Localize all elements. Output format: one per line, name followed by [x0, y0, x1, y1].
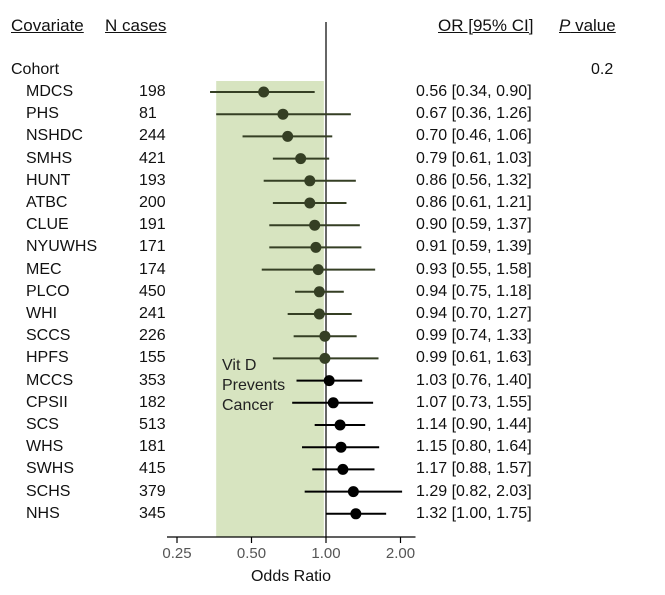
header-p-rest: value: [570, 16, 616, 35]
header-n-cases: N cases: [105, 16, 167, 35]
row-cohort-name: PHS: [26, 105, 59, 123]
row-cohort-name: WHS: [26, 438, 64, 456]
row-cohort-name: SCCS: [26, 327, 71, 345]
row-or-ci: 1.03 [0.76, 1.40]: [416, 371, 532, 389]
row-n-cases: 353: [139, 371, 166, 389]
shaded-region-label-line: Cancer: [222, 397, 274, 414]
point-estimate: [313, 308, 325, 320]
row-or-ci: 0.99 [0.61, 1.63]: [416, 349, 532, 367]
row-cohort-name: HPFS: [26, 349, 69, 367]
point-estimate: [347, 486, 359, 498]
row-n-cases: 421: [139, 149, 166, 167]
x-tick-label: 2.00: [386, 545, 415, 562]
row-or-ci: 1.32 [1.00, 1.75]: [416, 504, 532, 522]
row-or-ci: 0.79 [0.61, 1.03]: [416, 149, 532, 167]
row-or-ci: 1.07 [0.73, 1.55]: [416, 393, 532, 411]
row-cohort-name: CPSII: [26, 393, 68, 411]
row-or-ci: 0.70 [0.46, 1.06]: [416, 127, 532, 145]
section-label-cohort: Cohort: [11, 61, 60, 78]
row-cohort-name: SMHS: [26, 149, 73, 167]
row-cohort-name: PLCO: [26, 282, 70, 300]
header-or-ci: OR [95% CI]: [438, 16, 534, 35]
row-or-ci: 0.67 [0.36, 1.26]: [416, 105, 532, 123]
point-estimate: [334, 419, 346, 431]
row-cohort-name: SCS: [26, 416, 59, 433]
row-cohort-name: SWHS: [26, 460, 74, 478]
header-p-value: P value: [559, 16, 616, 36]
row-cohort-name: MEC: [26, 260, 62, 278]
point-estimate: [277, 108, 289, 120]
row-cohort-name: CLUE: [26, 216, 69, 234]
row-or-ci: 0.86 [0.61, 1.21]: [416, 194, 532, 211]
row-cohort-name: WHI: [26, 305, 58, 322]
point-estimate: [310, 241, 322, 253]
point-estimate: [304, 175, 316, 187]
row-n-cases: 174: [139, 260, 166, 278]
x-axis-title: Odds Ratio: [251, 568, 331, 585]
row-or-ci: 0.91 [0.59, 1.39]: [416, 238, 532, 256]
row-n-cases: 226: [139, 327, 166, 345]
x-tick-label: 1.00: [311, 545, 340, 562]
shaded-region-label-line: Vit D: [222, 357, 256, 374]
point-estimate: [319, 352, 331, 364]
row-cohort-name: NSHDC: [26, 127, 83, 145]
row-or-ci: 1.17 [0.88, 1.57]: [416, 460, 532, 478]
point-estimate: [313, 286, 325, 298]
row-n-cases: 513: [139, 416, 166, 433]
row-or-ci: 0.86 [0.56, 1.32]: [416, 171, 532, 189]
header-covariate: Covariate: [11, 16, 84, 35]
row-cohort-name: SCHS: [26, 482, 71, 500]
row-n-cases: 191: [139, 216, 166, 234]
row-n-cases: 244: [139, 127, 166, 145]
row-n-cases: 345: [139, 504, 166, 522]
row-n-cases: 200: [139, 194, 166, 211]
row-n-cases: 181: [139, 438, 166, 456]
row-n-cases: 450: [139, 282, 166, 300]
point-estimate: [319, 330, 331, 342]
row-or-ci: 0.94 [0.70, 1.27]: [416, 305, 532, 322]
point-estimate: [295, 153, 307, 165]
row-cohort-name: NHS: [26, 504, 60, 522]
row-or-ci: 0.94 [0.75, 1.18]: [416, 282, 532, 300]
row-cohort-name: HUNT: [26, 171, 71, 189]
row-n-cases: 182: [139, 393, 166, 411]
shaded-region: [216, 81, 324, 537]
point-estimate: [282, 130, 294, 142]
point-estimate: [335, 441, 347, 453]
row-or-ci: 0.93 [0.55, 1.58]: [416, 260, 532, 278]
shaded-region-label-line: Prevents: [222, 377, 285, 394]
row-n-cases: 241: [139, 305, 166, 322]
row-n-cases: 81: [139, 105, 157, 123]
row-or-ci: 1.29 [0.82, 2.03]: [416, 482, 532, 500]
x-tick-label: 0.50: [237, 545, 266, 562]
row-or-ci: 1.14 [0.90, 1.44]: [416, 416, 532, 433]
row-n-cases: 155: [139, 349, 166, 367]
row-cohort-name: MDCS: [26, 83, 74, 100]
point-estimate: [258, 86, 270, 98]
row-n-cases: 171: [139, 238, 166, 256]
row-n-cases: 198: [139, 83, 166, 100]
row-cohort-name: ATBC: [26, 194, 68, 211]
row-cohort-name: NYUWHS: [26, 238, 98, 256]
point-estimate: [350, 508, 362, 520]
row-or-ci: 0.90 [0.59, 1.37]: [416, 216, 532, 234]
row-n-cases: 193: [139, 171, 166, 189]
section-p-value: 0.2: [591, 61, 614, 78]
row-cohort-name: MCCS: [26, 371, 74, 389]
header-p-letter: P: [559, 16, 571, 35]
row-or-ci: 0.99 [0.74, 1.33]: [416, 327, 532, 345]
row-n-cases: 415: [139, 460, 166, 478]
point-estimate: [323, 375, 335, 387]
point-estimate: [304, 197, 316, 209]
row-n-cases: 379: [139, 482, 166, 500]
point-estimate: [309, 219, 321, 231]
point-estimate: [337, 463, 349, 475]
point-estimate: [327, 397, 339, 409]
x-tick-label: 0.25: [162, 545, 191, 562]
row-or-ci: 0.56 [0.34, 0.90]: [416, 83, 532, 100]
row-or-ci: 1.15 [0.80, 1.64]: [416, 438, 532, 456]
point-estimate: [312, 264, 324, 276]
